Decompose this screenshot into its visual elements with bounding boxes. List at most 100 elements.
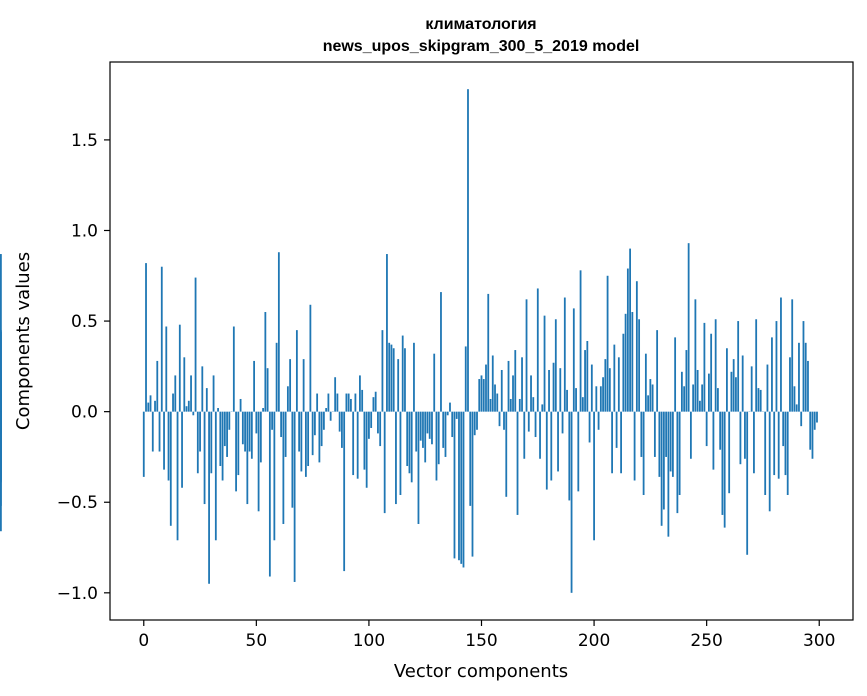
bar-undefined (0, 254, 2, 412)
bar-91 (347, 393, 350, 412)
bar-135 (446, 411, 449, 416)
bar-255 (717, 388, 719, 412)
bar-120 (413, 342, 415, 412)
bar-221 (640, 411, 643, 457)
bar-299 (816, 411, 818, 423)
x-tick-label: 200 (578, 631, 610, 651)
bar-140 (458, 411, 460, 561)
bar-154 (489, 398, 492, 412)
bar-33 (217, 408, 219, 412)
bar-240 (683, 386, 686, 412)
bar-214 (624, 313, 627, 412)
bar-104 (377, 411, 379, 434)
bar-5 (154, 400, 156, 412)
bar-19 (185, 406, 188, 412)
bar-119 (410, 411, 413, 483)
bar-228 (656, 330, 659, 412)
bar-22 (192, 411, 195, 416)
bar-164 (512, 375, 514, 412)
bar-268 (746, 411, 749, 555)
bar-144 (467, 89, 469, 412)
bar-261 (730, 371, 733, 412)
bar-172 (530, 375, 532, 412)
bar-44 (241, 411, 244, 445)
bar-208 (611, 411, 613, 474)
bar-122 (417, 411, 420, 524)
bar-149 (478, 379, 481, 412)
bar-139 (455, 411, 458, 419)
bar-107 (383, 411, 386, 514)
bar-280 (773, 411, 776, 476)
bar-6 (156, 360, 159, 412)
bar-60 (277, 252, 280, 412)
bar-49 (253, 360, 255, 412)
bar-204 (602, 377, 604, 412)
bar-259 (726, 348, 728, 412)
bar-143 (464, 346, 467, 412)
bar-51 (257, 411, 260, 512)
bar-105 (379, 411, 382, 447)
bar-75 (311, 411, 314, 456)
bar-283 (780, 297, 782, 412)
bar-257 (721, 411, 724, 515)
bar-219 (635, 281, 638, 412)
bar-216 (629, 248, 631, 412)
bar-77 (316, 393, 319, 412)
bar-178 (543, 315, 546, 412)
bar-293 (802, 321, 805, 412)
bar-183 (554, 319, 557, 412)
bar-undefined (0, 411, 2, 434)
bar-29 (208, 411, 210, 584)
bar-8 (160, 266, 163, 412)
bar-11 (167, 411, 170, 481)
bar-56 (268, 411, 271, 577)
bar-241 (685, 350, 688, 412)
bar-245 (694, 299, 697, 412)
bar-55 (266, 368, 269, 412)
bar-79 (320, 411, 323, 447)
bar-115 (401, 335, 404, 412)
bar-112 (395, 411, 397, 505)
bar-298 (813, 411, 816, 430)
bar-35 (221, 411, 224, 481)
bar-61 (280, 411, 283, 438)
bar-25 (199, 411, 201, 452)
bar-133 (442, 411, 445, 448)
bar-23 (194, 277, 197, 412)
bar-10 (165, 326, 168, 412)
bar-7 (158, 411, 161, 452)
bar-155 (491, 355, 494, 412)
bar-253 (712, 411, 715, 470)
bar-137 (451, 411, 454, 438)
bar-142 (462, 411, 465, 568)
bar-171 (527, 411, 530, 432)
bar-217 (631, 312, 634, 412)
bars-group (0, 89, 818, 593)
bar-90 (345, 393, 348, 412)
bar-97 (361, 389, 364, 412)
bar-199 (590, 364, 593, 412)
bar-291 (798, 342, 800, 412)
bar-250 (705, 411, 708, 447)
bar-52 (259, 411, 262, 463)
bar-85 (334, 377, 337, 412)
bar-288 (791, 299, 794, 412)
bar-282 (777, 411, 780, 479)
bar-186 (561, 411, 564, 434)
bar-292 (800, 411, 803, 427)
bar-265 (739, 411, 742, 465)
x-axis-label: Vector components (394, 661, 568, 682)
x-tick-label: 50 (246, 631, 268, 651)
bar-226 (651, 384, 654, 412)
y-tick-label: 1.5 (71, 131, 98, 151)
bar-103 (374, 391, 377, 412)
bar-256 (719, 411, 722, 450)
bar-74 (309, 304, 312, 412)
bar-118 (408, 411, 411, 474)
bar-123 (419, 411, 422, 441)
bar-296 (809, 411, 812, 450)
bar-168 (521, 357, 523, 412)
bar-166 (516, 411, 519, 515)
bar-191 (572, 308, 575, 412)
bar-76 (313, 411, 316, 436)
